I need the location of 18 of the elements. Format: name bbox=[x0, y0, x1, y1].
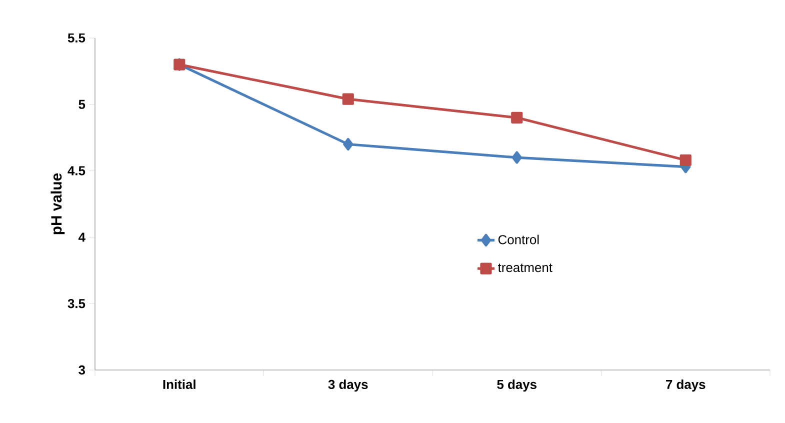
y-tick-label: 3 bbox=[78, 365, 86, 375]
point bbox=[512, 151, 522, 164]
x-tick-label: 7 days bbox=[666, 380, 706, 392]
x-tick-label: Initial bbox=[163, 380, 196, 390]
x-tick-label: 5 days bbox=[497, 380, 536, 392]
y-tick-label: 4.5 bbox=[68, 166, 86, 176]
y-tick-label: 5 bbox=[78, 100, 86, 109]
point bbox=[511, 112, 523, 124]
y-tick-label: 3.5 bbox=[68, 299, 86, 308]
x-tick-label: 3 days bbox=[328, 380, 368, 392]
y-axis-title: pH value bbox=[50, 173, 65, 234]
point bbox=[343, 138, 354, 151]
legend-label: treatment bbox=[498, 264, 552, 272]
point bbox=[342, 93, 354, 105]
y-tick-label: 5.5 bbox=[68, 33, 86, 43]
point bbox=[680, 154, 692, 166]
y-tick-label: 4 bbox=[78, 232, 86, 242]
legend-label: Control bbox=[498, 234, 539, 244]
